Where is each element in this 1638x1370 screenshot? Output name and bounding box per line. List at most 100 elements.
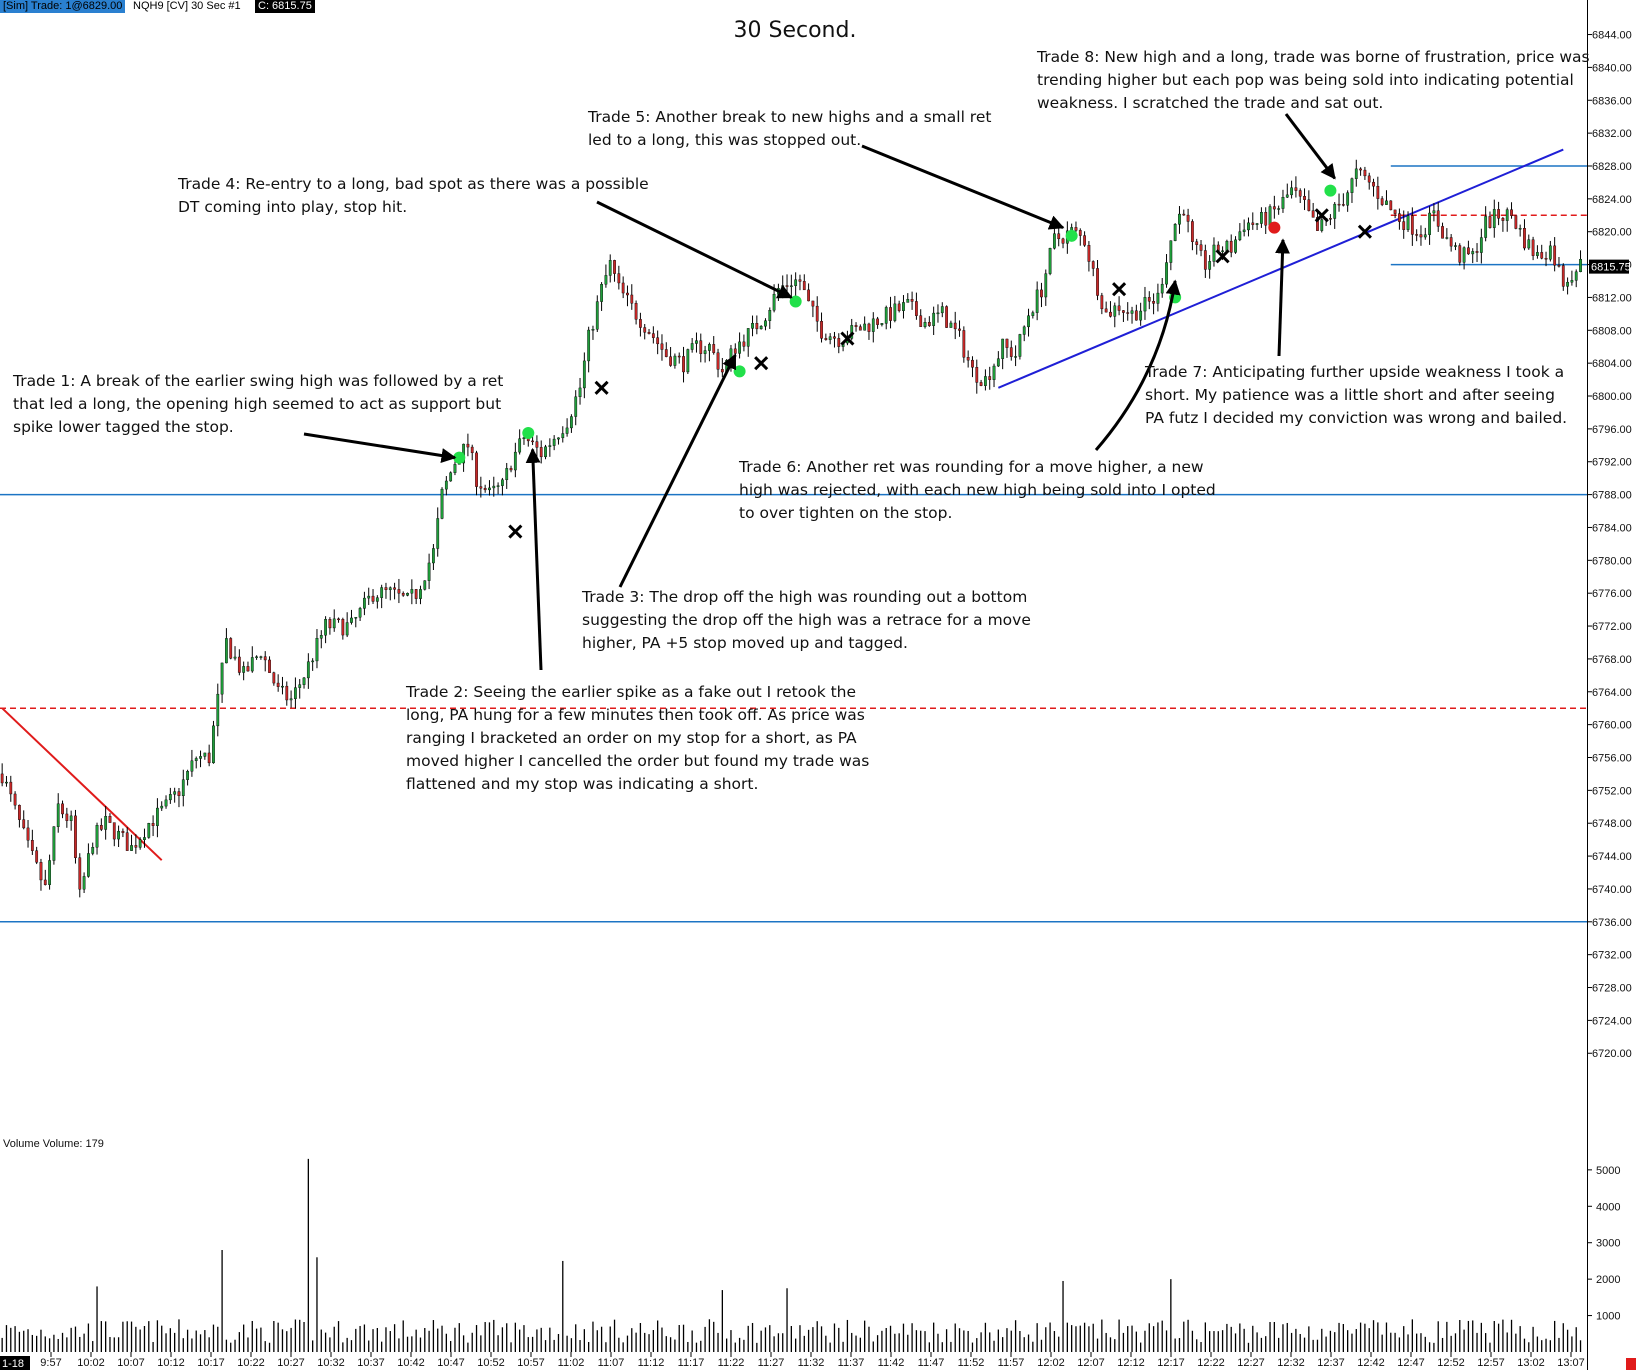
- candle-body: [673, 355, 677, 366]
- candle-body: [483, 487, 487, 491]
- candle-body: [1523, 228, 1526, 249]
- candle-body: [237, 656, 241, 673]
- price-tick-label: 6840.00: [1592, 62, 1632, 74]
- candle-body: [742, 341, 746, 347]
- candle-body: [789, 285, 793, 287]
- candle-body: [1035, 289, 1039, 313]
- price-tick-label: 6720.00: [1592, 1048, 1632, 1060]
- candle-body: [401, 592, 405, 596]
- time-tick-label: 12:27: [1237, 1357, 1265, 1369]
- candle-body: [95, 825, 99, 848]
- candle-body: [1376, 185, 1380, 199]
- price-tick-label: 6820.00: [1592, 227, 1632, 239]
- candle-body: [578, 387, 582, 398]
- candle-body: [1139, 310, 1143, 321]
- candle-body: [276, 682, 280, 687]
- candle-body: [78, 857, 82, 890]
- candle-body: [1160, 283, 1164, 294]
- time-tick-label: 11:17: [678, 1357, 705, 1369]
- candle-body: [591, 329, 595, 331]
- last-price-label: 6815.75: [1591, 262, 1631, 274]
- candle-body: [470, 446, 474, 454]
- candle-body: [181, 779, 185, 797]
- candle-body: [112, 822, 116, 840]
- time-tick-label: 13:02: [1517, 1357, 1545, 1369]
- time-tick-label: 11:02: [558, 1357, 585, 1369]
- candle-body: [1514, 215, 1518, 229]
- candle-body: [1281, 196, 1285, 209]
- candle-body: [1022, 326, 1026, 335]
- candle-body: [419, 589, 422, 599]
- candle-body: [69, 815, 73, 821]
- candle-body: [897, 303, 901, 311]
- candle-body: [1031, 312, 1035, 316]
- candle-body: [388, 587, 392, 590]
- candle-body: [35, 850, 39, 863]
- candle-body: [1229, 240, 1233, 253]
- candle-body: [781, 285, 785, 289]
- candle-body: [1449, 237, 1453, 247]
- candle-body: [1350, 178, 1354, 193]
- time-tick-label: 12:12: [1117, 1357, 1145, 1369]
- candle-body: [772, 293, 776, 311]
- candle-body: [414, 589, 418, 599]
- candle-body: [1544, 258, 1548, 260]
- date-label: 1-18: [2, 1358, 24, 1370]
- time-tick-label: 11:42: [878, 1357, 905, 1369]
- price-tick-label: 6788.00: [1592, 490, 1632, 502]
- candle-body: [971, 359, 974, 368]
- time-tick-label: 10:12: [157, 1357, 185, 1369]
- time-tick-label: 10:37: [357, 1357, 385, 1369]
- candle-body: [910, 299, 914, 302]
- candle-body: [1152, 301, 1155, 304]
- candle-body: [207, 752, 211, 764]
- candle-body: [259, 656, 263, 658]
- candle-body: [190, 760, 194, 772]
- candle-body: [341, 619, 345, 636]
- candle-body: [306, 661, 310, 679]
- candle-body: [229, 638, 233, 659]
- candle-body: [108, 816, 112, 823]
- candle-body: [1109, 311, 1112, 317]
- candle-body: [669, 356, 672, 366]
- candle-body: [1001, 338, 1005, 359]
- candle-body: [548, 445, 552, 447]
- candle-body: [587, 329, 591, 362]
- price-tick-label: 6732.00: [1592, 950, 1632, 962]
- candle-body: [1264, 212, 1268, 226]
- candle-body: [1057, 233, 1061, 240]
- candle-body: [1117, 305, 1121, 311]
- candle-body: [518, 438, 522, 453]
- symbol-label: NQH9 [CV] 30 Sec #1: [133, 0, 241, 12]
- time-tick-label: 12:02: [1037, 1357, 1065, 1369]
- candle-body: [919, 315, 923, 327]
- trade2-note: Trade 2: Seeing the earlier spike as a f…: [406, 683, 870, 793]
- candle-body: [1277, 208, 1281, 210]
- price-tick-label: 6804.00: [1592, 358, 1632, 370]
- candle-body: [328, 619, 332, 629]
- candle-body: [1505, 209, 1509, 221]
- candle-body: [1501, 218, 1505, 221]
- candle-body: [1441, 226, 1444, 239]
- candle-body: [1518, 228, 1522, 230]
- candle-body: [1337, 203, 1341, 206]
- candle-body: [703, 350, 707, 354]
- time-tick-label: 10:42: [397, 1357, 425, 1369]
- candle-body: [225, 638, 228, 664]
- candle-body: [1557, 265, 1561, 267]
- exit-x-marker: [1357, 224, 1372, 239]
- candle-body: [164, 799, 168, 807]
- candle-body: [604, 275, 608, 285]
- candle-body: [1428, 212, 1431, 235]
- candle-body: [160, 805, 164, 809]
- candle-body: [298, 684, 302, 688]
- candle-body: [1389, 200, 1393, 211]
- candle-body: [1553, 245, 1557, 266]
- candle-body: [324, 619, 327, 636]
- price-tick-label: 6724.00: [1592, 1015, 1632, 1027]
- candle-body: [893, 303, 897, 321]
- price-tick-label: 6736.00: [1592, 917, 1632, 929]
- candle-body: [1574, 271, 1578, 281]
- candle-body: [1458, 245, 1462, 263]
